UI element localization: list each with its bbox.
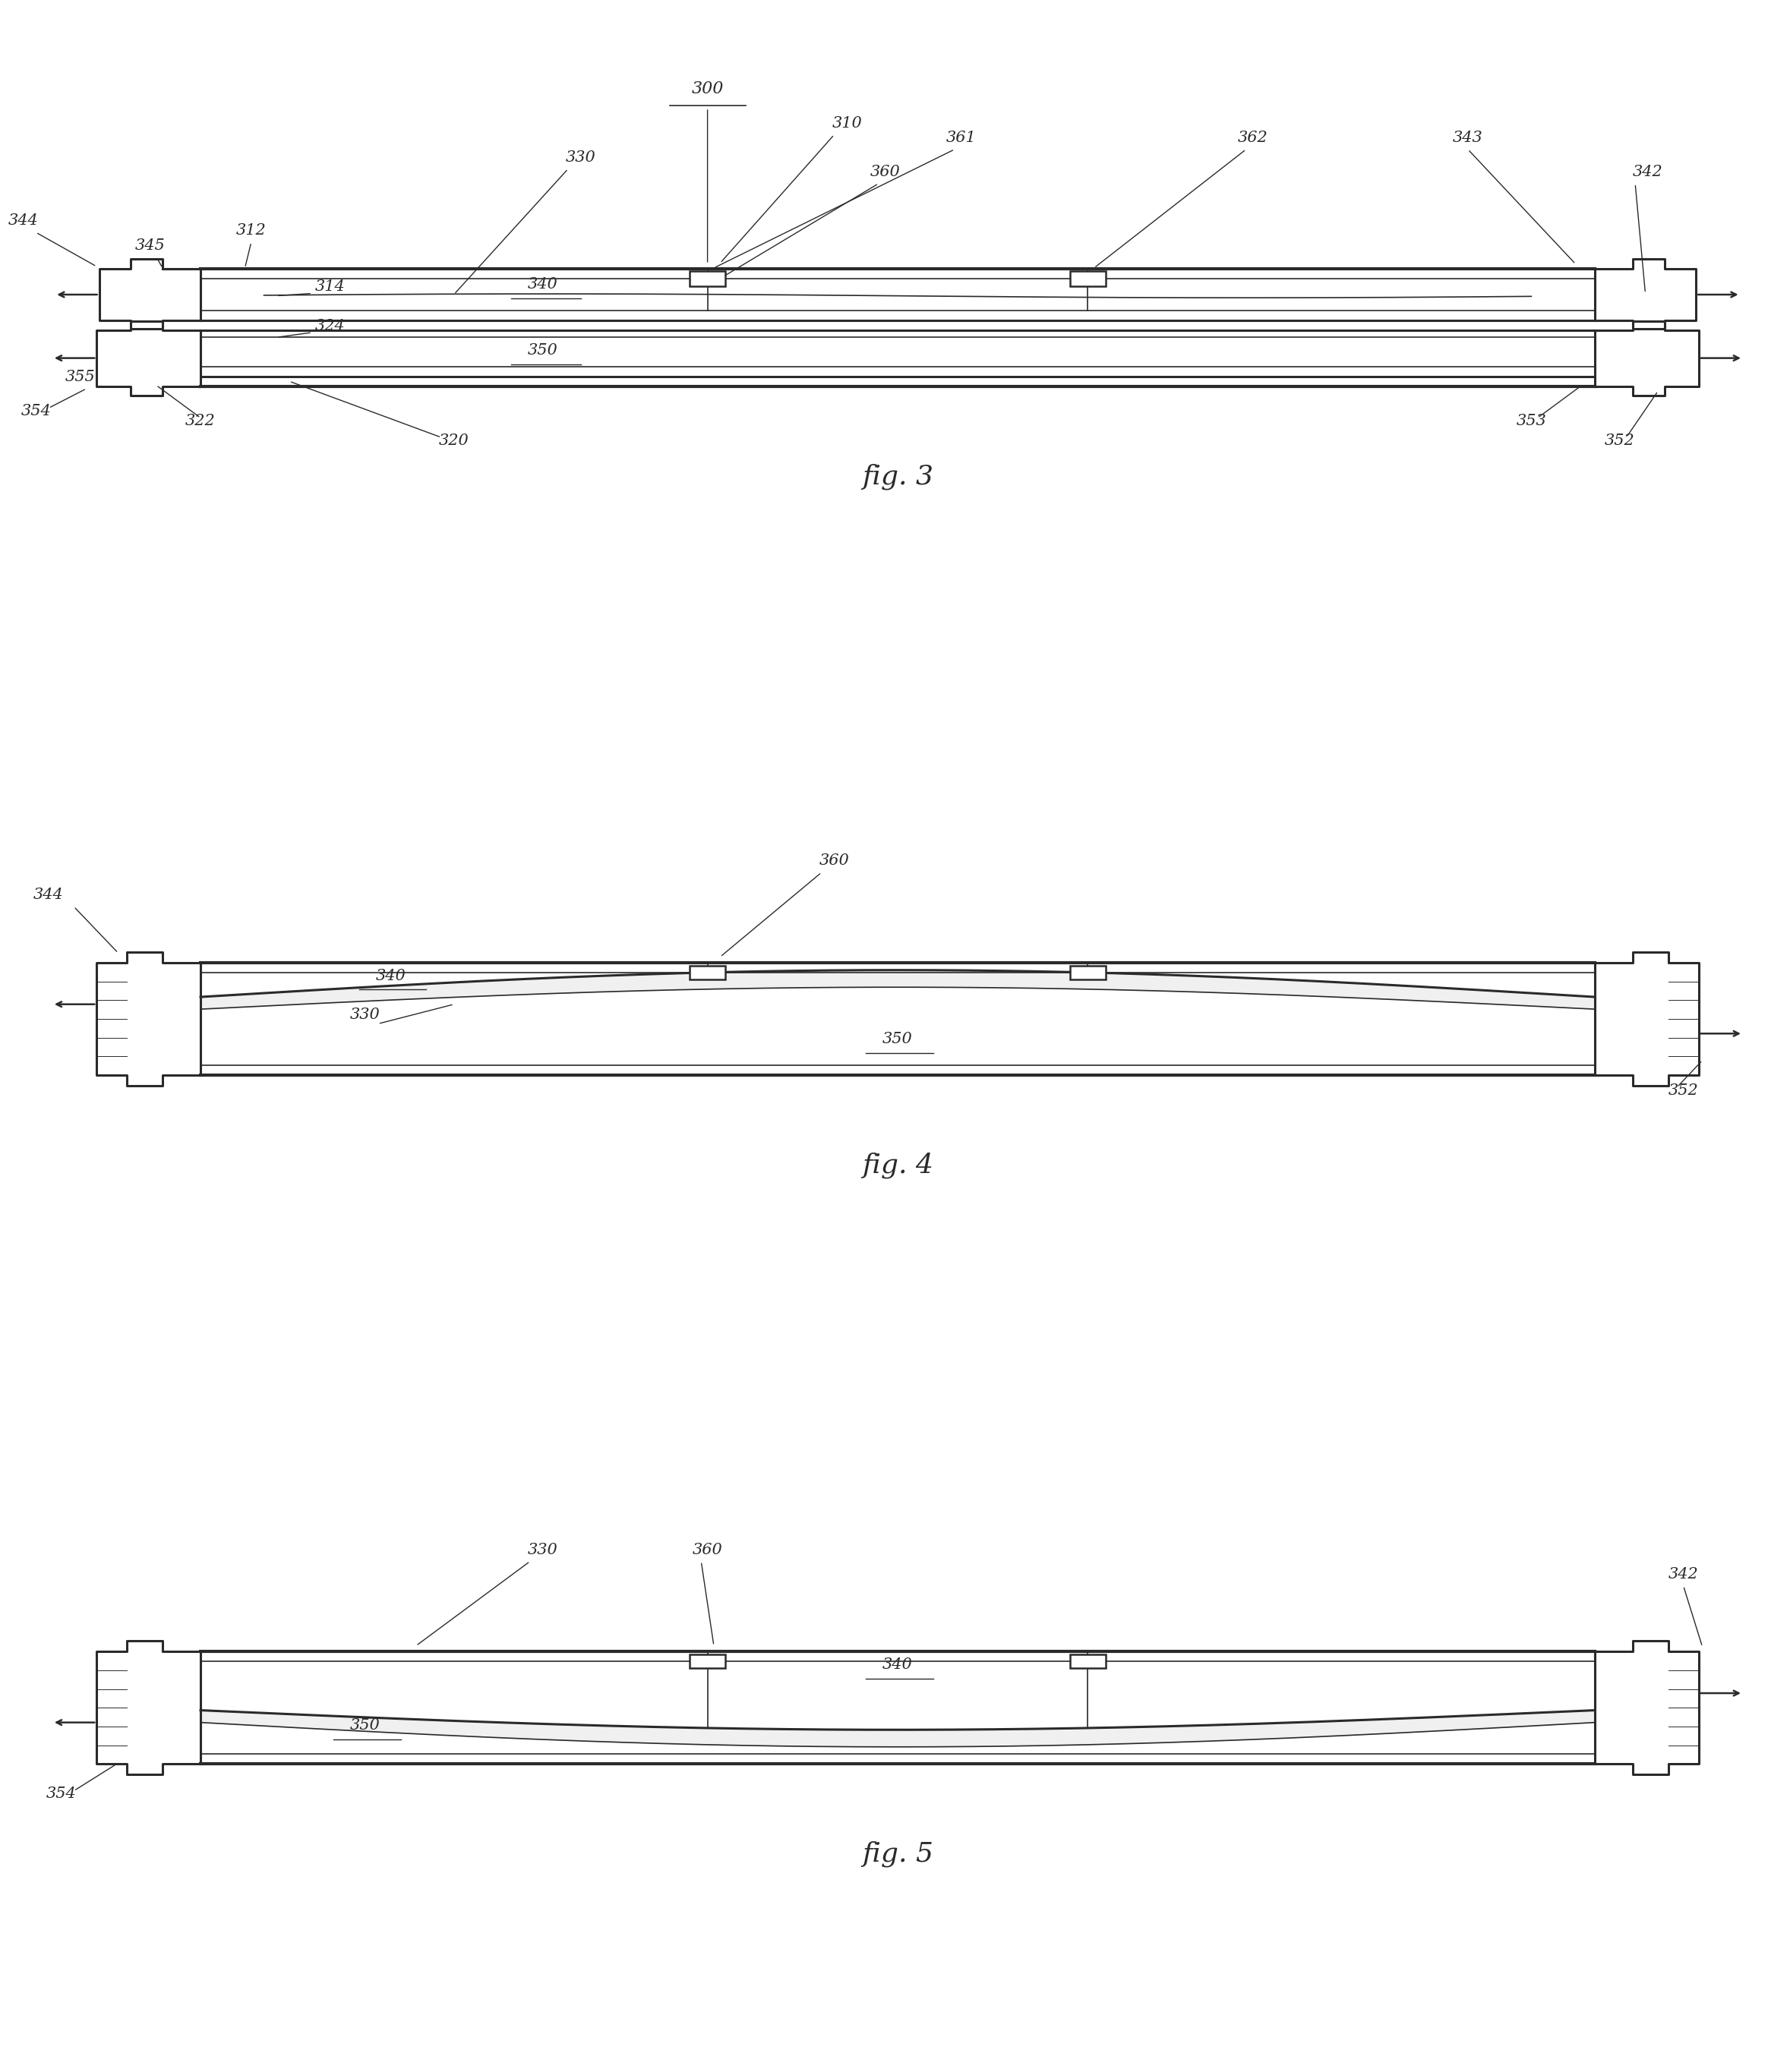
Text: 342: 342 xyxy=(1632,166,1663,178)
Text: 330: 330 xyxy=(351,1007,381,1021)
Text: 340: 340 xyxy=(376,968,406,982)
Text: 353: 353 xyxy=(1516,414,1547,429)
Text: 350: 350 xyxy=(882,1032,913,1046)
Text: 310: 310 xyxy=(832,116,863,131)
Bar xyxy=(1070,1656,1106,1668)
Bar xyxy=(689,1656,725,1668)
Text: fig. 3: fig. 3 xyxy=(863,464,933,489)
Text: 340: 340 xyxy=(528,278,558,292)
Text: 344: 344 xyxy=(34,889,64,901)
Text: 312: 312 xyxy=(236,224,267,238)
Text: 342: 342 xyxy=(1668,1566,1699,1581)
Bar xyxy=(689,966,725,980)
Text: 360: 360 xyxy=(693,1544,723,1556)
Text: 361: 361 xyxy=(945,131,976,145)
Text: 354: 354 xyxy=(47,1786,77,1801)
Bar xyxy=(1070,966,1106,980)
Text: 345: 345 xyxy=(134,238,165,253)
Text: 300: 300 xyxy=(691,81,723,97)
Text: 350: 350 xyxy=(351,1718,381,1732)
Text: 330: 330 xyxy=(566,149,596,164)
Bar xyxy=(689,271,725,286)
Text: 354: 354 xyxy=(21,404,50,419)
Text: 322: 322 xyxy=(186,414,215,429)
Text: 352: 352 xyxy=(1606,433,1634,448)
Text: fig. 4: fig. 4 xyxy=(863,1152,933,1179)
Text: 340: 340 xyxy=(882,1658,913,1672)
Text: 350: 350 xyxy=(528,344,558,358)
Text: 355: 355 xyxy=(64,371,95,383)
Text: 362: 362 xyxy=(1237,131,1267,145)
Bar xyxy=(1070,271,1106,286)
Text: 314: 314 xyxy=(315,280,345,294)
Text: 352: 352 xyxy=(1668,1084,1699,1098)
Text: 320: 320 xyxy=(439,433,469,448)
Text: fig. 5: fig. 5 xyxy=(863,1842,933,1867)
Text: 330: 330 xyxy=(528,1544,558,1556)
Text: 344: 344 xyxy=(7,213,38,228)
Text: 343: 343 xyxy=(1453,131,1482,145)
Text: 360: 360 xyxy=(820,854,848,868)
Text: 360: 360 xyxy=(870,166,900,178)
Text: 324: 324 xyxy=(315,319,345,334)
